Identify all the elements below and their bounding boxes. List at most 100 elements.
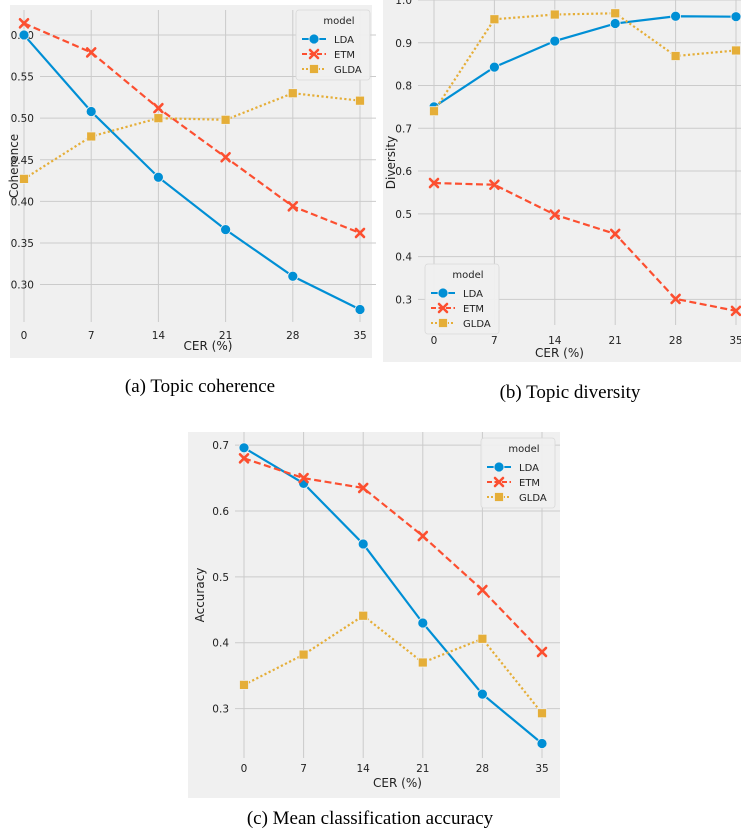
data-point-lda	[476, 688, 488, 700]
data-point-lda	[18, 29, 30, 41]
data-point-etm	[549, 209, 561, 220]
legend-marker	[309, 64, 319, 74]
data-point-lda	[536, 738, 548, 749]
data-point-etm	[357, 482, 369, 494]
x-tick-label: 28	[286, 330, 299, 342]
data-point-glda	[731, 45, 741, 56]
data-point-etm	[18, 18, 30, 29]
data-point-glda	[220, 114, 231, 125]
y-tick-label: 0.8	[395, 81, 412, 93]
legend-label: ETM	[334, 50, 355, 61]
y-tick-label: 0.40	[11, 196, 34, 208]
data-point-lda	[730, 11, 741, 23]
caption-diversity: (b) Topic diversity	[499, 382, 641, 403]
data-point-lda	[357, 538, 369, 550]
y-tick-label: 0.6	[212, 506, 229, 518]
legend-title: model	[508, 444, 539, 455]
legend-marker	[493, 461, 505, 473]
legend-label: LDA	[334, 35, 354, 46]
data-point-glda	[610, 8, 621, 19]
x-tick-label: 7	[491, 335, 498, 347]
series-line-lda	[243, 446, 543, 745]
data-point-etm	[85, 47, 97, 58]
legend-box	[480, 437, 556, 509]
legend: model LDA ETM GLDA	[424, 263, 500, 335]
data-point-lda	[549, 35, 561, 47]
y-axis-label: Coherence	[7, 134, 21, 198]
diversity-chart: 0.3 0.4 0.5 0.6 0.7 0.8 0.9 1.0 0 7 14 21 28 35 CER (%…	[383, 0, 741, 362]
y-tick-label: 1.0	[395, 0, 412, 7]
data-point-etm	[489, 179, 500, 191]
data-point-glda	[417, 657, 428, 668]
series-lda	[238, 442, 548, 749]
x-tick-label: 0	[241, 763, 248, 775]
legend-marker	[494, 492, 504, 502]
data-point-lda	[85, 106, 97, 117]
caption-coherence: (a) Topic coherence	[124, 376, 276, 397]
y-axis-label: Diversity	[384, 136, 398, 189]
y-tick-label: 0.6	[395, 166, 412, 178]
x-axis-label: CER (%)	[184, 339, 233, 353]
series-etm	[428, 177, 741, 317]
data-point-glda	[358, 610, 369, 621]
data-point-etm	[153, 102, 164, 114]
coherence-chart: 0.300.350.400.450.500.550.600714212835CE…	[7, 5, 376, 358]
data-point-glda	[287, 88, 298, 99]
data-point-glda	[537, 708, 547, 719]
data-point-etm	[287, 201, 299, 212]
data-point-glda	[477, 633, 488, 644]
series-line-glda	[23, 92, 361, 180]
x-tick-label: 21	[609, 335, 622, 347]
legend-label: ETM	[519, 478, 540, 489]
series-line-lda	[23, 34, 361, 311]
data-point-lda	[489, 61, 500, 73]
y-tick-label: 0.7	[395, 123, 412, 135]
y-tick-label: 0.30	[11, 280, 34, 292]
legend-title: model	[452, 270, 483, 281]
legend-marker	[493, 476, 505, 488]
data-point-lda	[287, 270, 299, 282]
x-tick-label: 14	[357, 763, 371, 775]
data-point-glda	[355, 95, 365, 106]
data-point-etm	[220, 151, 231, 163]
data-point-glda	[19, 173, 29, 184]
x-tick-label: 0	[431, 335, 438, 347]
data-point-etm	[477, 584, 488, 596]
data-point-etm	[238, 453, 250, 464]
series-etm	[18, 18, 366, 239]
x-tick-label: 7	[300, 763, 307, 775]
legend-label: LDA	[519, 463, 539, 474]
x-tick-label: 7	[88, 330, 95, 342]
x-tick-label: 21	[219, 330, 232, 342]
data-point-lda	[670, 10, 682, 22]
series-glda	[429, 8, 741, 117]
data-point-lda	[238, 442, 250, 454]
y-tick-label: 0.3	[212, 704, 229, 716]
data-point-lda	[609, 18, 621, 29]
legend-box	[295, 9, 371, 81]
y-tick-label: 0.4	[212, 638, 229, 650]
legend-label: LDA	[463, 289, 483, 300]
x-tick-label: 14	[152, 330, 166, 342]
data-point-glda	[239, 679, 249, 690]
data-point-lda	[417, 617, 429, 629]
y-tick-label: 0.35	[11, 238, 34, 250]
series-line-lda	[433, 15, 737, 108]
accuracy-chart: 0.3 0.4 0.5 0.6 0.7 0 7 14 21 28 35 CER (%) Accuracy…	[188, 432, 560, 798]
y-axis-label: Accuracy	[193, 568, 207, 623]
data-point-lda	[354, 304, 366, 315]
x-axis-label: CER (%)	[535, 346, 584, 360]
y-tick-label: 0.5	[395, 209, 412, 221]
data-point-glda	[429, 106, 439, 117]
grid	[23, 10, 376, 322]
data-point-glda	[549, 9, 560, 20]
legend-box	[424, 263, 500, 335]
series-glda	[239, 610, 547, 719]
y-tick-label: 0.45	[11, 155, 34, 167]
legend-marker	[308, 48, 320, 60]
x-tick-label: 35	[535, 763, 548, 775]
data-point-glda	[298, 649, 309, 660]
legend-title: model	[323, 16, 354, 27]
data-point-etm	[609, 228, 621, 240]
series-lda	[18, 29, 366, 315]
